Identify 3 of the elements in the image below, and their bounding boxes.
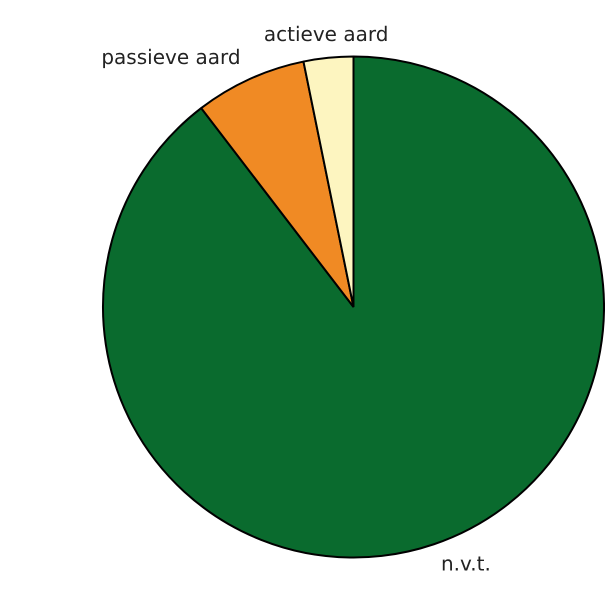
slice-label: n.v.t. [440, 551, 491, 576]
slice-label: passieve aard [101, 45, 241, 70]
slice-label: actieve aard [264, 22, 388, 46]
